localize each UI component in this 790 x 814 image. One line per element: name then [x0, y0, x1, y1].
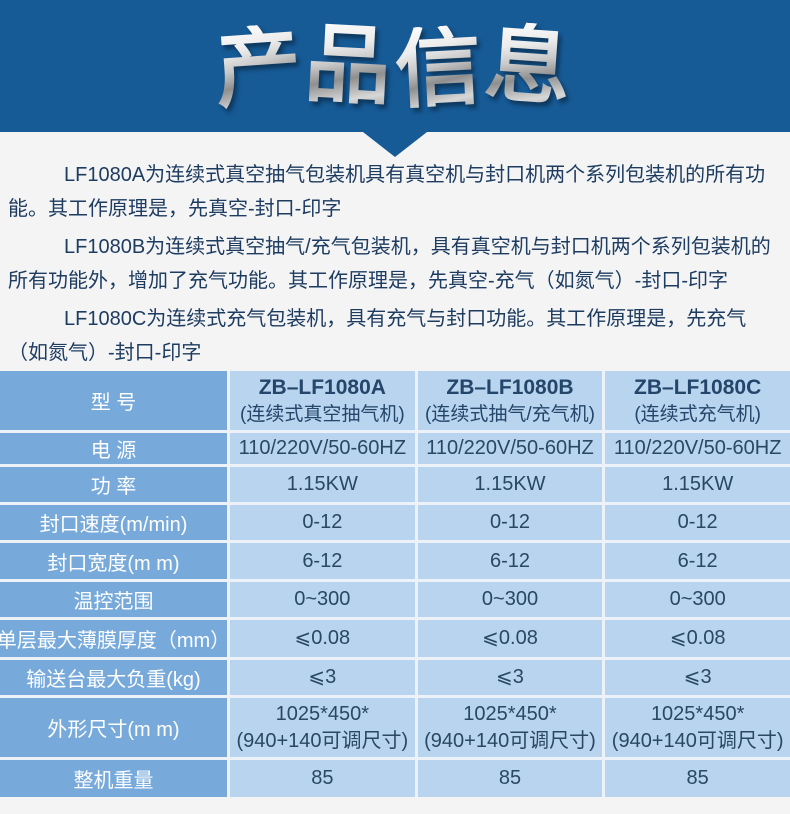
intro-paragraph-b: LF1080B为连续式真空抽气/充气包装机，具有真空机与封口机两个系列包装机的所… [8, 236, 771, 292]
intro-paragraph-a: LF1080A为连续式真空抽气包装机具有真空机与封口机两个系列包装机的所有功能。… [8, 164, 766, 220]
spec-value-cell: 6-12 [417, 543, 603, 579]
spec-value-cell: ⩽0.08 [417, 620, 603, 657]
spec-value-cell: ⩽0.08 [230, 620, 415, 657]
spec-value-cell: 85 [417, 760, 603, 797]
spec-model-cell: ZB–LF1080B (连续式抽气/充气机) [417, 371, 603, 430]
spec-value-cell: 0~300 [230, 582, 415, 617]
spec-row-label: 单层最大薄膜厚度（mm） [0, 620, 230, 657]
spec-row-label: 输送台最大负重(kg) [0, 660, 227, 695]
spec-row-label: 整机重量 [0, 760, 227, 797]
title-char: 信 [392, 18, 488, 120]
spec-value-cell: 0~300 [417, 582, 603, 617]
banner: 产品信息 [0, 0, 790, 157]
spec-value-cell: 6-12 [230, 543, 415, 579]
intro-paragraph-c: LF1080C为连续式充气包装机，具有充气与封口功能。其工作原理是，先充气（如氮… [8, 308, 747, 364]
spec-value-cell: 0-12 [417, 505, 603, 540]
spec-value-cell: 1.15KW [417, 467, 603, 502]
spec-value-cell: 0-12 [230, 505, 415, 540]
arrow-down-icon [363, 132, 427, 157]
model-name: ZB–LF1080A [258, 375, 386, 399]
spec-row-label: 封口宽度(m m) [0, 543, 227, 579]
spec-header-label: 型 号 [0, 371, 227, 430]
title-char: 产 [211, 16, 309, 120]
spec-table: 型 号 ZB–LF1080A (连续式真空抽气机) ZB–LF1080B (连续式抽气/… [0, 371, 790, 797]
spec-row-label: 电 源 [0, 433, 227, 464]
spec-value-cell: ⩽3 [605, 660, 790, 695]
spec-value-cell: 85 [605, 760, 790, 797]
spec-value-cell: 1025*450* (940+140可调尺寸) [605, 698, 790, 757]
intro-section: LF1080A为连续式真空抽气包装机具有真空机与封口机两个系列包装机的所有功能。… [0, 132, 790, 371]
model-name: ZB–LF1080B [446, 375, 574, 399]
spec-value-cell: 110/220V/50-60HZ [605, 433, 790, 464]
model-subtitle: (连续式真空抽气机) [240, 403, 405, 425]
model-subtitle: (连续式充气机) [634, 403, 761, 425]
spec-row-label: 外形尺寸(m m) [0, 698, 227, 757]
spec-value-cell: ⩽3 [417, 660, 603, 695]
spec-row-label: 温控范围 [0, 582, 227, 617]
page-title: 产品信息 [212, 14, 579, 119]
spec-value-cell: 85 [230, 760, 415, 797]
spec-value-cell: ⩽3 [230, 660, 415, 695]
spec-value-cell: 1.15KW [605, 467, 790, 502]
title-char: 品 [302, 15, 398, 117]
spec-model-cell: ZB–LF1080C (连续式充气机) [605, 371, 790, 430]
spec-value-cell: 110/220V/50-60HZ [417, 433, 603, 464]
spec-value-cell: 6-12 [605, 543, 790, 579]
spec-model-cell: ZB–LF1080A (连续式真空抽气机) [230, 371, 415, 430]
spec-value-cell: 1025*450* (940+140可调尺寸) [417, 698, 603, 757]
spec-row-label: 封口速度(m/min) [0, 505, 227, 540]
spec-value-cell: ⩽0.08 [605, 620, 790, 657]
model-name: ZB–LF1080C [634, 375, 762, 399]
model-subtitle: (连续式抽气/充气机) [425, 403, 595, 425]
spec-value-cell: 110/220V/50-60HZ [230, 433, 415, 464]
title-char: 息 [481, 14, 579, 118]
spec-value-cell: 0~300 [605, 582, 790, 617]
spec-value-cell: 1025*450* (940+140可调尺寸) [230, 698, 415, 757]
spec-value-cell: 0-12 [605, 505, 790, 540]
spec-row-label: 功 率 [0, 467, 227, 502]
spec-value-cell: 1.15KW [230, 467, 415, 502]
